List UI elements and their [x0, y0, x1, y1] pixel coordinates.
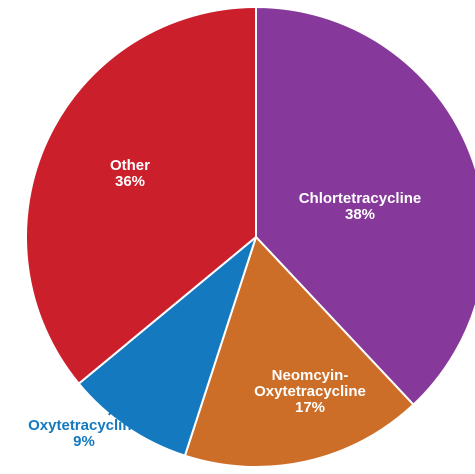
- pie-labels: Chlortetracycline 38%Neomcyin-Oxytetracyc…: [28, 157, 421, 450]
- slice-name-label: Other: [110, 157, 150, 174]
- slice-label-neomcyin-oxytetracycline: Neomcyin-Oxytetracycline 17%: [254, 367, 366, 416]
- slice-value-label: 36%: [115, 173, 145, 190]
- slice-label-oxytetracycline: Oxytetracycline 9%: [28, 417, 140, 450]
- slice-name-label: Neomcyin-: [272, 367, 349, 384]
- slice-label-other: Other 36%: [110, 157, 150, 190]
- slice-label-chlortetracycline: Chlortetracycline 38%: [299, 190, 422, 223]
- pie-slice-chlortetracycline: [255, 6, 475, 406]
- pie-slices: [25, 6, 475, 468]
- slice-name-label: Chlortetracycline: [299, 190, 422, 207]
- pie-slice-other: [25, 6, 257, 385]
- slice-value-label: 38%: [345, 206, 375, 223]
- leader-line: [108, 399, 118, 416]
- pie-slice-neomcyin-oxytetracycline: [183, 236, 415, 468]
- slice-name-label: Oxytetracycline: [254, 383, 366, 400]
- pie-slice-oxytetracycline: [77, 236, 257, 457]
- slice-value-label: 9%: [73, 433, 95, 450]
- slice-name-label: Oxytetracycline: [28, 417, 140, 434]
- slice-value-label: 17%: [295, 399, 325, 416]
